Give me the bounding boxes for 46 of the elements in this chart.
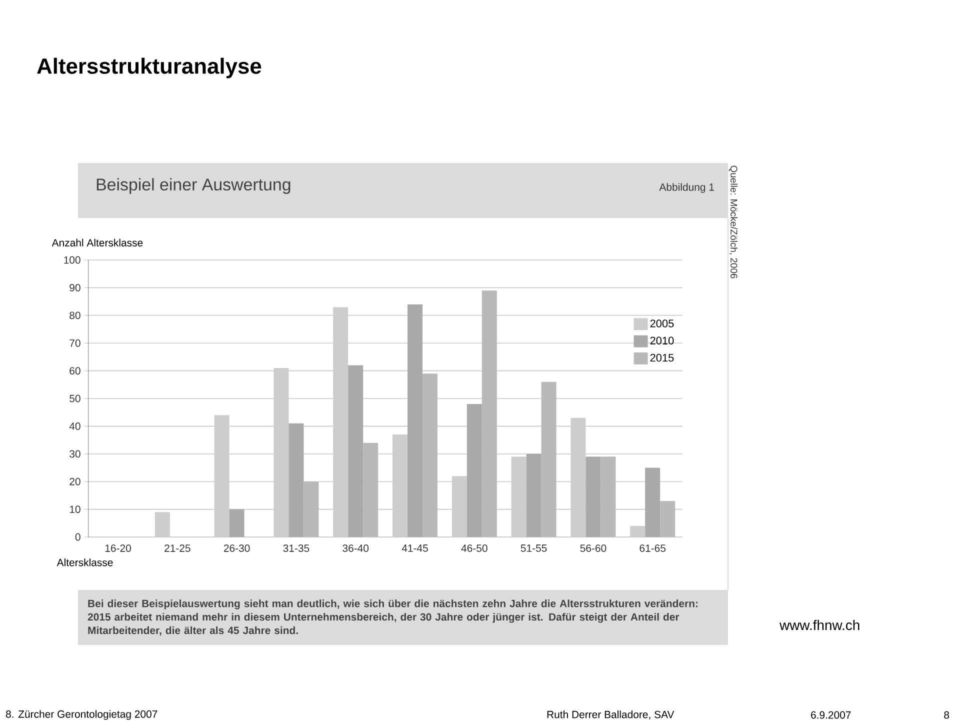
- bar: [229, 509, 244, 537]
- x-tick-label: 51-55: [520, 544, 547, 552]
- bar: [645, 468, 660, 537]
- legend-label: 2005: [650, 320, 674, 328]
- y-tick-label: 60: [70, 367, 80, 374]
- chart-subtitle: Beispiel einer Auswertung: [96, 178, 290, 194]
- bar: [630, 526, 646, 537]
- x-axis-title: Altersklasse: [56, 558, 113, 566]
- x-tick-label: 36-40: [342, 544, 369, 552]
- x-tick-label: 16-20: [105, 544, 131, 552]
- x-tick-label: 21-25: [164, 544, 190, 552]
- text: www.fhnw.ch: [780, 620, 860, 630]
- y-tick-label: 40: [69, 422, 80, 430]
- y-tick-label: 80: [70, 312, 80, 320]
- bar: [526, 454, 542, 537]
- bar: [154, 512, 170, 537]
- text: Ruth Derrer Balladore, SAV: [547, 710, 674, 720]
- bar: [466, 404, 482, 537]
- y-tick-label: 10: [70, 506, 80, 513]
- text: Bei dieser Beispielauswertung sieht man deutlich, wie sich über die nächsten zehn Jahre die Altersstrukturen verändern: 2015 arbeitet niemand mehr in diesem Unternehmensbereich, der 30 Jahre oder jünger ist. Dafür steigt der Anteil der Mitarbeitender, die älter als 45 Jahre sind.: [88, 599, 698, 636]
- bar: [586, 456, 601, 537]
- legend-label: 2015: [650, 354, 674, 362]
- bar: [288, 423, 304, 537]
- y-axis-title: Anzahl Altersklasse: [52, 238, 143, 246]
- y-tick-label: 70: [70, 339, 80, 347]
- x-tick-label: 61-65: [640, 544, 666, 552]
- text: 8. Zürcher Gerontologietag 2007: [6, 710, 158, 720]
- text: Abbildung 1: [659, 183, 714, 193]
- y-tick-label: 20: [70, 478, 80, 486]
- x-tick-label: 31-35: [283, 544, 310, 552]
- chart-title: Altersstrukturanalyse: [37, 58, 262, 78]
- x-tick-label: 46-50: [461, 544, 488, 552]
- source-note: Quelle: Möcke/Zölch, 2006: [728, 166, 738, 278]
- y-tick-label: 90: [70, 284, 80, 292]
- y-tick-label: 0: [75, 533, 80, 541]
- x-tick-label: 26-30: [224, 544, 250, 552]
- text: 8: [944, 711, 950, 719]
- y-tick-label: 100: [64, 256, 80, 264]
- x-tick-label: 41-45: [402, 544, 428, 552]
- x-tick-label: 56-60: [580, 544, 606, 552]
- y-tick-label: 50: [70, 394, 80, 402]
- bar: [408, 304, 423, 537]
- bar: [348, 365, 364, 537]
- legend-label: 2010: [650, 336, 674, 344]
- y-tick-label: 30: [70, 450, 80, 458]
- text: 6.9.2007: [811, 711, 851, 719]
